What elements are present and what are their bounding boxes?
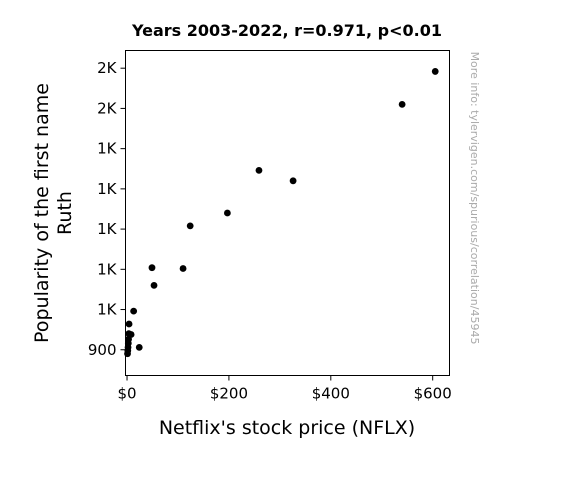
data-point [398,100,406,108]
plot-area [125,50,450,376]
data-point [255,166,263,174]
x-axis-label: Netflix's stock price (NFLX) [159,417,415,439]
source-note: More info: tylervigen.com/spurious/corre… [468,52,481,345]
data-point [223,209,231,217]
data-point [186,222,194,230]
y-axis: 900 1K 1K 1K 1K 1K 2K 2K [88,59,126,359]
data-point [125,320,133,328]
x-tick-label: $400 [312,385,350,403]
y-tick-label: 900 [88,341,117,359]
data-point [431,68,439,75]
data-point [179,265,187,272]
y-axis-label-line-1: Popularity of the first name [31,83,53,343]
data-point [127,331,135,338]
x-tick-label: $200 [210,385,248,403]
data-point [150,282,158,289]
y-tick-label: 1K [97,140,118,158]
x-tick-label: $0 [117,385,136,403]
y-axis-label-line-2: Ruth [54,191,76,235]
data-point [130,307,138,315]
data-point [289,177,297,185]
y-tick-label: 1K [97,220,118,238]
y-tick-label: 1K [97,260,118,278]
x-axis: $0 $200 $400 $600 [117,375,452,403]
y-tick-label: 2K [97,99,118,117]
x-tick-label: $600 [414,385,452,403]
y-tick-label: 2K [97,59,118,77]
y-tick-label: 1K [97,301,118,319]
data-point [135,343,143,351]
y-tick-label: 1K [97,180,118,198]
data-point [148,264,156,272]
data-points [124,68,439,358]
chart-title: Years 2003-2022, r=0.971, p<0.01 [131,21,442,40]
